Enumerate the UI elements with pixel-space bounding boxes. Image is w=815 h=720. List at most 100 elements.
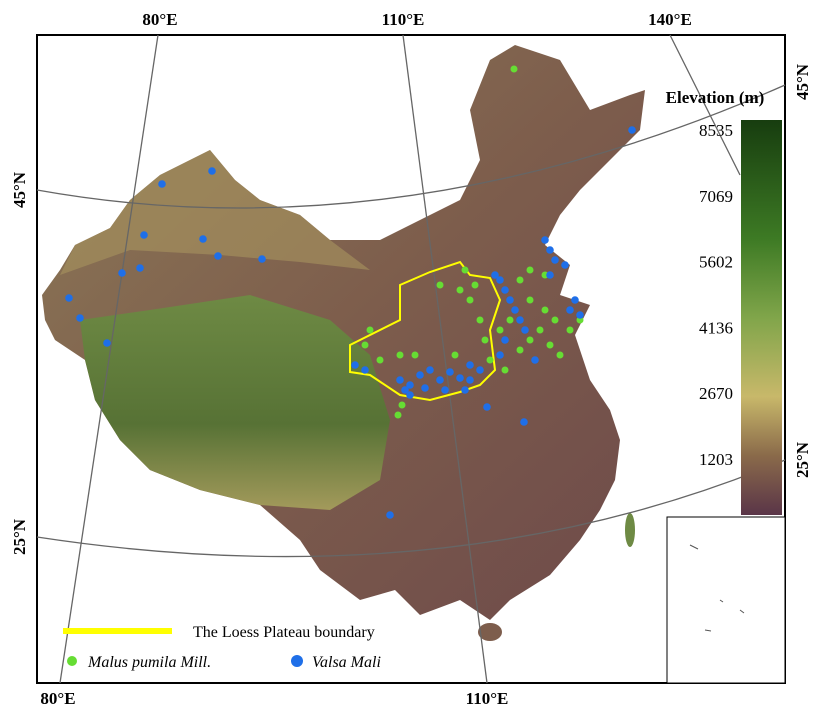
malus-point bbox=[566, 326, 574, 334]
valsa-point bbox=[76, 314, 84, 322]
valsa-point bbox=[426, 366, 434, 374]
malus-point bbox=[481, 336, 489, 344]
valsa-point bbox=[361, 366, 369, 374]
malus-point bbox=[361, 341, 369, 349]
valsa-point bbox=[546, 246, 554, 254]
valsa-point bbox=[118, 269, 126, 277]
malus-point bbox=[451, 351, 459, 359]
valsa-point bbox=[566, 306, 574, 314]
valsa-point bbox=[466, 361, 474, 369]
taiwan bbox=[625, 513, 635, 547]
colorbar-tick-label: 5602 bbox=[699, 253, 733, 272]
valsa-point bbox=[501, 336, 509, 344]
valsa-point bbox=[258, 255, 266, 263]
valsa-point bbox=[199, 235, 207, 243]
inset-islands bbox=[689, 544, 745, 632]
valsa-point bbox=[208, 167, 216, 175]
lon-label: 80°E bbox=[40, 689, 75, 708]
valsa-point bbox=[496, 351, 504, 359]
valsa-point bbox=[456, 374, 464, 382]
valsa-point bbox=[461, 386, 469, 394]
graticule bbox=[36, 34, 786, 684]
valsa-point bbox=[520, 418, 528, 426]
colorbar-tick-label: 8535 bbox=[699, 121, 733, 140]
legend-swatch bbox=[291, 655, 303, 667]
malus-point bbox=[366, 326, 374, 334]
legend-label: Valsa Mali bbox=[312, 654, 381, 671]
colorbar-tick-label: 1203 bbox=[699, 450, 733, 469]
lat-label: 45°N bbox=[793, 63, 812, 100]
valsa-point bbox=[628, 126, 636, 134]
basin-relief bbox=[60, 150, 370, 275]
malus-point bbox=[506, 316, 514, 324]
malus-point bbox=[541, 306, 549, 314]
lon-label: 80°E bbox=[142, 10, 177, 29]
valsa-point bbox=[501, 286, 509, 294]
valsa-point bbox=[491, 271, 499, 279]
plateau-relief bbox=[80, 295, 390, 510]
loess-boundary bbox=[349, 260, 502, 402]
occurrence-points bbox=[65, 65, 636, 519]
legend-label: The Loess Plateau boundary bbox=[193, 624, 375, 641]
malus-point bbox=[551, 316, 559, 324]
malus-point bbox=[496, 326, 504, 334]
malus-point bbox=[471, 281, 479, 289]
malus-point bbox=[526, 336, 534, 344]
valsa-point bbox=[396, 376, 404, 384]
lon-label: 110°E bbox=[466, 689, 509, 708]
valsa-point bbox=[421, 384, 429, 392]
malus-point bbox=[466, 296, 474, 304]
malus-point bbox=[398, 401, 406, 409]
hainan bbox=[478, 623, 502, 641]
malus-point bbox=[546, 341, 554, 349]
valsa-point bbox=[446, 368, 454, 376]
legend-swatch bbox=[67, 656, 77, 666]
valsa-point bbox=[436, 376, 444, 384]
lat-label: 25°N bbox=[793, 441, 812, 478]
malus-point bbox=[411, 351, 419, 359]
malus-point bbox=[526, 296, 534, 304]
valsa-point bbox=[386, 511, 394, 519]
colorbar-tick-label: 4136 bbox=[699, 318, 733, 337]
valsa-point bbox=[511, 306, 519, 314]
colorbar-tick-label: 2670 bbox=[699, 384, 733, 403]
malus-point bbox=[510, 65, 518, 73]
valsa-point bbox=[136, 264, 144, 272]
valsa-point bbox=[65, 294, 73, 302]
malus-point bbox=[486, 356, 494, 364]
valsa-point bbox=[466, 376, 474, 384]
malus-point bbox=[376, 356, 384, 364]
valsa-point bbox=[521, 326, 529, 334]
malus-point bbox=[394, 411, 402, 419]
lat-label: 25°N bbox=[10, 518, 29, 555]
lon-label: 110°E bbox=[382, 10, 425, 29]
valsa-point bbox=[406, 381, 414, 389]
valsa-point bbox=[561, 261, 569, 269]
valsa-point bbox=[416, 371, 424, 379]
lat-label: 45°N bbox=[10, 171, 29, 208]
malus-point bbox=[536, 326, 544, 334]
colorbar bbox=[741, 120, 782, 515]
valsa-point bbox=[140, 231, 148, 239]
valsa-point bbox=[441, 386, 449, 394]
malus-point bbox=[461, 266, 469, 274]
malus-point bbox=[456, 286, 464, 294]
legend-label: Malus pumila Mill. bbox=[87, 654, 211, 671]
valsa-point bbox=[546, 271, 554, 279]
malus-point bbox=[516, 276, 524, 284]
valsa-point bbox=[516, 316, 524, 324]
valsa-point bbox=[401, 386, 409, 394]
valsa-point bbox=[214, 252, 222, 260]
malus-point bbox=[501, 366, 509, 374]
colorbar-title: Elevation (m) bbox=[666, 88, 765, 107]
malus-point bbox=[516, 346, 524, 354]
malus-point bbox=[556, 351, 564, 359]
colorbar-tick-label: 7069 bbox=[699, 187, 733, 206]
valsa-point bbox=[158, 180, 166, 188]
valsa-point bbox=[576, 311, 584, 319]
valsa-point bbox=[531, 356, 539, 364]
lon-label: 140°E bbox=[648, 10, 692, 29]
malus-point bbox=[396, 351, 404, 359]
valsa-point bbox=[103, 339, 111, 347]
